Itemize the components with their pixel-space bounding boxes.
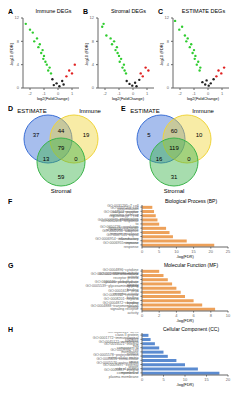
svg-text:12: 12 xyxy=(165,16,170,20)
svg-text:GO:0050776~regulationof immune: GO:0050776~regulationof immune response xyxy=(100,225,138,233)
svg-text:10: 10 xyxy=(226,313,231,318)
svg-text:0: 0 xyxy=(92,85,95,90)
svg-text:37: 37 xyxy=(33,132,40,138)
svg-text:2: 2 xyxy=(158,313,161,318)
svg-text:79: 79 xyxy=(58,145,65,151)
svg-text:-2: -2 xyxy=(178,91,182,96)
svg-text:13: 13 xyxy=(43,156,50,162)
svg-text:12: 12 xyxy=(15,16,20,20)
svg-text:GO:0005539~glycosaminoglycanbi: GO:0005539~glycosaminoglycanbinding xyxy=(85,284,138,292)
svg-text:0: 0 xyxy=(167,85,170,90)
svg-text:-1: -1 xyxy=(117,91,121,96)
svg-text:-1: -1 xyxy=(192,91,196,96)
svg-text:0: 0 xyxy=(207,91,210,96)
svg-text:0: 0 xyxy=(132,91,135,96)
svg-text:12: 12 xyxy=(90,16,95,20)
svg-text:ESTIMATE: ESTIMATE xyxy=(130,108,160,114)
svg-text:15: 15 xyxy=(191,249,196,254)
svg-text:4: 4 xyxy=(92,62,95,67)
svg-text:0: 0 xyxy=(57,91,60,96)
svg-text:0: 0 xyxy=(141,313,144,318)
svg-text:8: 8 xyxy=(167,39,170,44)
svg-text:25: 25 xyxy=(226,249,231,254)
svg-text:10: 10 xyxy=(174,249,179,254)
svg-text:5: 5 xyxy=(162,377,165,382)
svg-text:Immune: Immune xyxy=(79,108,101,114)
svg-text:8: 8 xyxy=(210,313,213,318)
svg-text:0: 0 xyxy=(17,85,20,90)
svg-text:Stromal: Stromal xyxy=(51,188,72,194)
svg-text:GO:0004888~transmembranesignal: GO:0004888~transmembranesignaling recept… xyxy=(91,304,140,315)
svg-text:8: 8 xyxy=(17,39,20,44)
svg-text:16: 16 xyxy=(156,156,163,162)
svg-text:GO:0006954~inflammatoryrespons: GO:0006954~inflammatoryresponse xyxy=(95,237,138,245)
svg-text:5: 5 xyxy=(158,249,161,254)
svg-text:8: 8 xyxy=(92,39,95,44)
svg-text:-2: -2 xyxy=(28,91,32,96)
svg-text:0: 0 xyxy=(141,377,144,382)
svg-text:GO:0005887~integralcomponent o: GO:0005887~integralcomponent ofplasma me… xyxy=(104,368,139,379)
svg-text:GO:0002250~adaptiveimmune resp: GO:0002250~adaptiveimmune response xyxy=(102,229,138,237)
svg-text:59: 59 xyxy=(58,174,65,180)
svg-text:6: 6 xyxy=(192,313,195,318)
svg-text:GO:0009897~externalside of pla: GO:0009897~externalside of plasmamembran… xyxy=(103,363,139,374)
svg-text:31: 31 xyxy=(171,174,178,180)
svg-text:60: 60 xyxy=(171,128,178,134)
svg-text:10: 10 xyxy=(183,377,188,382)
svg-text:-1: -1 xyxy=(42,91,46,96)
svg-text:-2: -2 xyxy=(103,91,107,96)
svg-text:1: 1 xyxy=(71,91,74,96)
svg-text:Immune: Immune xyxy=(192,108,214,114)
svg-text:4: 4 xyxy=(175,313,178,318)
svg-text:Stromal: Stromal xyxy=(164,188,185,194)
svg-text:GO:0005102~receptorbinding: GO:0005102~receptorbinding xyxy=(103,293,140,301)
svg-text:0: 0 xyxy=(187,156,191,162)
svg-text:0: 0 xyxy=(74,156,78,162)
svg-text:20: 20 xyxy=(209,249,214,254)
svg-text:4: 4 xyxy=(167,62,170,67)
svg-text:GO:0005578~proteinaceousextrac: GO:0005578~proteinaceousextracellular ma… xyxy=(93,353,138,361)
svg-text:0: 0 xyxy=(141,249,144,254)
svg-text:1: 1 xyxy=(221,91,224,96)
svg-text:1: 1 xyxy=(146,91,149,96)
svg-text:44: 44 xyxy=(58,128,65,134)
svg-text:19: 19 xyxy=(83,132,90,138)
svg-text:5: 5 xyxy=(147,132,151,138)
svg-text:15: 15 xyxy=(204,377,209,382)
svg-text:GO:0006935~chemotaxis: GO:0006935~chemotaxis xyxy=(98,218,139,222)
svg-text:119: 119 xyxy=(169,145,179,151)
svg-text:ESTIMATE: ESTIMATE xyxy=(17,108,47,114)
svg-text:10: 10 xyxy=(196,132,203,138)
svg-text:20: 20 xyxy=(226,377,231,382)
svg-text:GO:0006955~immuneresponse: GO:0006955~immuneresponse xyxy=(103,241,138,249)
svg-text:4: 4 xyxy=(17,62,20,67)
